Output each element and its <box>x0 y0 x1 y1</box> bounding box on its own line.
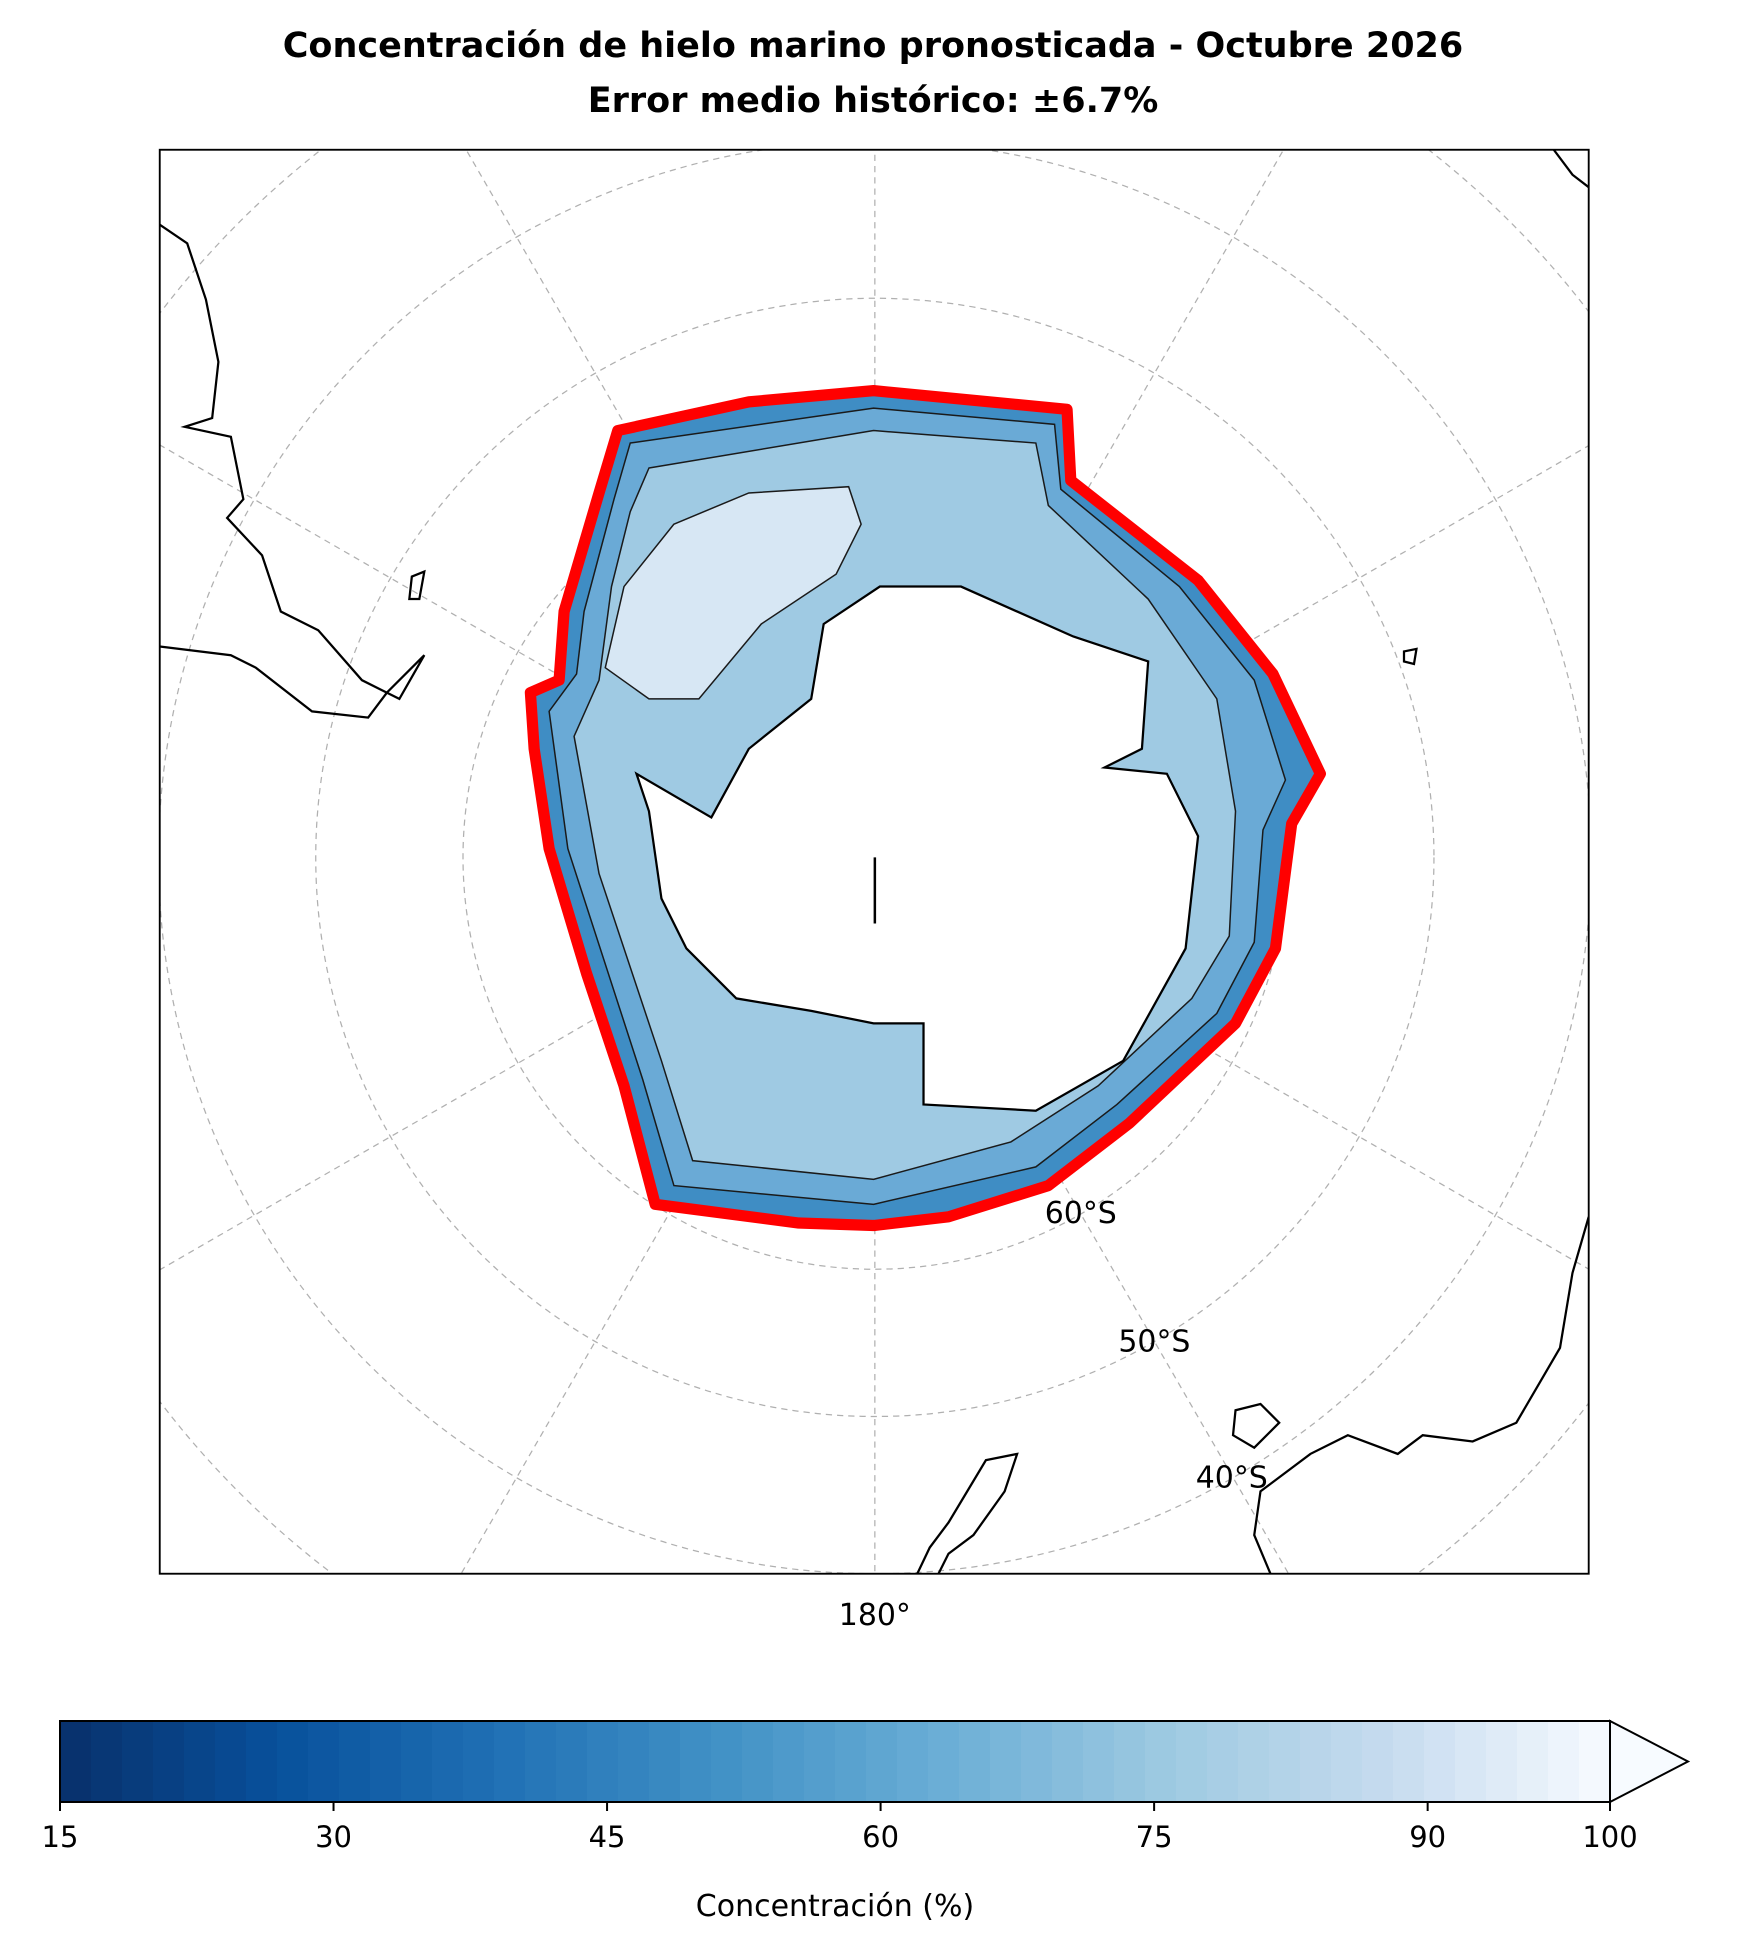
colorbar-band <box>463 1721 495 1802</box>
colorbar-band <box>60 1721 92 1802</box>
colorbar-band <box>742 1721 774 1802</box>
colorbar-band <box>1114 1721 1146 1802</box>
colorbar-frame <box>59 1720 1611 1803</box>
parallel-label: 50°S <box>1118 1325 1190 1360</box>
colorbar-band <box>556 1721 588 1802</box>
colorbar-band <box>1300 1721 1332 1802</box>
colorbar-band <box>1517 1721 1549 1802</box>
colorbar: 15 30 45 60 75 90 100 <box>42 1719 1691 1854</box>
colorbar-band <box>1207 1721 1239 1802</box>
colorbar-band <box>1021 1721 1053 1802</box>
colorbar-band <box>1238 1721 1270 1802</box>
colorbar-band <box>990 1721 1022 1802</box>
colorbar-band <box>1331 1721 1363 1802</box>
colorbar-band <box>1393 1721 1425 1802</box>
map: 60°S 50°S 40°S 180° <box>158 148 1590 1633</box>
colorbar-band <box>122 1721 154 1802</box>
colorbar-band <box>432 1721 464 1802</box>
colorbar-band <box>1424 1721 1456 1802</box>
antarctica <box>634 585 1200 1112</box>
colorbar-band <box>246 1721 278 1802</box>
colorbar-band <box>618 1721 650 1802</box>
australia <box>1253 1216 1589 1574</box>
colorbar-band <box>1579 1721 1611 1802</box>
colorbar-band <box>1455 1721 1487 1802</box>
colorbar-band <box>494 1721 526 1802</box>
meridian-label: 180° <box>839 1598 911 1633</box>
colorbar-tick-label: 30 <box>315 1820 352 1854</box>
colorbar-band <box>1486 1721 1518 1802</box>
colorbar-band <box>91 1721 123 1802</box>
subtitle: Error medio histórico: ±6.7% <box>588 81 1159 121</box>
colorbar-band <box>866 1721 898 1802</box>
colorbar-band <box>1052 1721 1084 1802</box>
islands <box>408 149 1589 666</box>
colorbar-band <box>339 1721 371 1802</box>
colorbar-band <box>897 1721 929 1802</box>
colorbar-band <box>1362 1721 1394 1802</box>
colorbar-band <box>153 1721 185 1802</box>
colorbar-band <box>370 1721 402 1802</box>
map-frame <box>158 148 1590 1575</box>
colorbar-band <box>525 1721 557 1802</box>
colorbar-tick-label: 100 <box>1582 1820 1637 1854</box>
colorbar-tick-label: 90 <box>1409 1820 1446 1854</box>
colorbar-band <box>928 1721 960 1802</box>
colorbar-band <box>680 1721 712 1802</box>
colorbar-band <box>1548 1721 1580 1802</box>
colorbar-band <box>959 1721 991 1802</box>
colorbar-band <box>1145 1721 1177 1802</box>
parallel-label: 60°S <box>1045 1196 1117 1231</box>
colorbar-band <box>401 1721 433 1802</box>
new-zealand <box>916 1402 1281 1574</box>
colorbar-band <box>649 1721 681 1802</box>
colorbar-band <box>804 1721 836 1802</box>
colorbar-tick-label: 60 <box>862 1820 899 1854</box>
colorbar-band <box>184 1721 216 1802</box>
colorbar-band <box>835 1721 867 1802</box>
colorbar-tick-label: 45 <box>589 1820 626 1854</box>
colorbar-band <box>1083 1721 1115 1802</box>
colorbar-band <box>587 1721 619 1802</box>
colorbar-label: Concentración (%) <box>696 1889 974 1924</box>
weddell-pack <box>604 485 862 700</box>
colorbar-tick-label: 75 <box>1136 1820 1173 1854</box>
colorbar-tick-label: 15 <box>42 1820 79 1854</box>
colorbar-extend <box>1609 1719 1691 1804</box>
colorbar-band <box>1269 1721 1301 1802</box>
colorbar-band <box>215 1721 247 1802</box>
title: Concentración de hielo marino pronostica… <box>283 26 1464 66</box>
south-america <box>159 223 426 719</box>
colorbar-band <box>308 1721 340 1802</box>
colorbar-band <box>277 1721 309 1802</box>
colorbar-band <box>773 1721 805 1802</box>
colorbar-band <box>711 1721 743 1802</box>
colorbar-band <box>1176 1721 1208 1802</box>
parallel-label: 40°S <box>1196 1461 1268 1496</box>
